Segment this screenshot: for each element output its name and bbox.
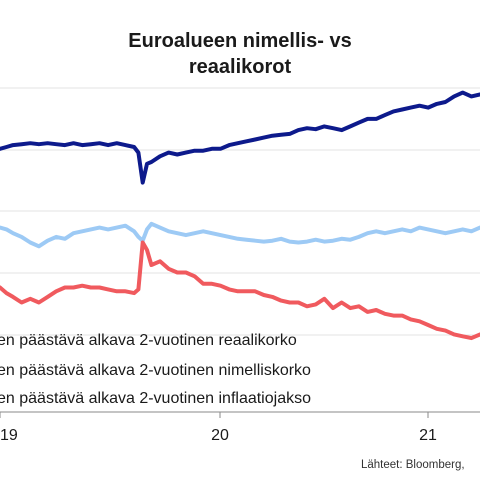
- legend-entry-inflation: en päästävä alkava 2-vuotinen inflaatioj…: [0, 390, 311, 407]
- legend-entry-nominal-rate: en päästävä alkava 2-vuotinen nimellisko…: [0, 362, 311, 379]
- series-line-3: [0, 240, 480, 341]
- x-tick-label: 21: [419, 427, 437, 444]
- chart-title-line-1: Euroalueen nimellis- vs: [128, 30, 352, 52]
- x-tick-label: 20: [211, 427, 229, 444]
- x-axis-ticks: 19 20 21: [0, 412, 437, 444]
- chart-title: Euroalueen nimellis- vs reaalikorot: [0, 28, 480, 80]
- gridlines: [0, 87, 480, 336]
- series-lines: [0, 90, 480, 341]
- chart-title-line-2: reaalikorot: [188, 56, 292, 78]
- source-note: Lähteet: Bloomberg,: [361, 459, 465, 471]
- legend-entry-real-rate: en päästävä alkava 2-vuotinen reaalikork…: [0, 332, 297, 349]
- legend: en päästävä alkava 2-vuotinen reaalikork…: [0, 332, 311, 407]
- series-line-1: [0, 90, 480, 185]
- series-line-2: [0, 221, 480, 249]
- x-tick-label: 19: [0, 427, 18, 444]
